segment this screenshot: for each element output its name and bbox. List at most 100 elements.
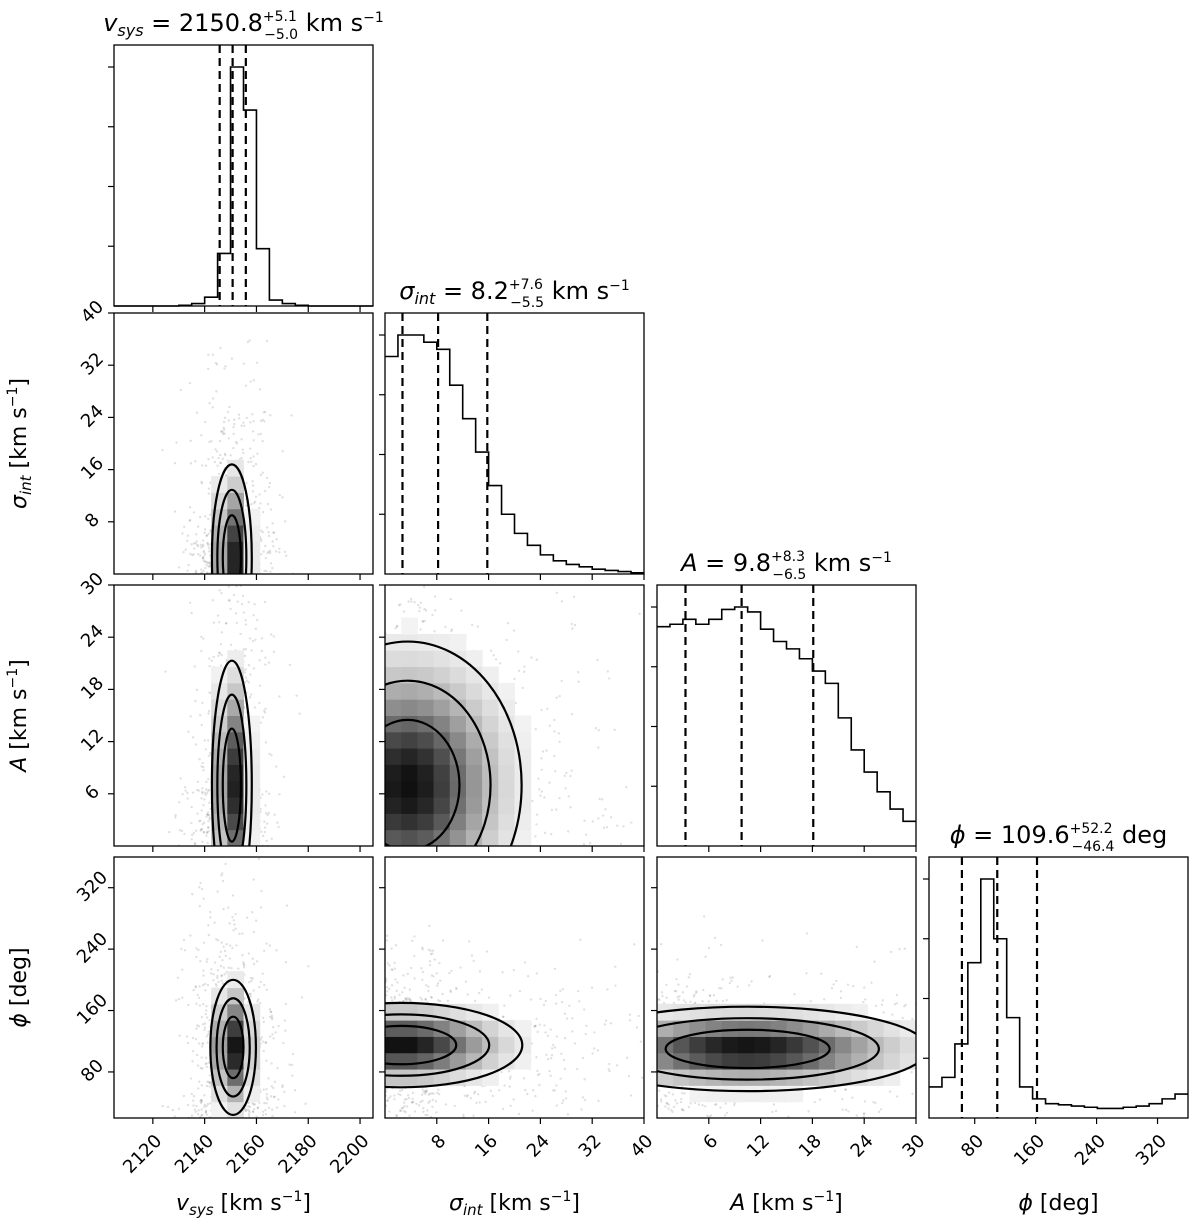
sample-point <box>462 1113 465 1116</box>
sample-point <box>275 1106 279 1109</box>
sample-point <box>247 681 250 684</box>
sample-point <box>560 600 564 603</box>
sample-point <box>658 998 661 1002</box>
sample-point <box>535 658 538 661</box>
sample-point <box>443 425 445 427</box>
sample-point <box>216 890 219 893</box>
sample-point <box>555 1084 558 1087</box>
sample-point <box>693 993 696 997</box>
density-cell <box>835 1036 852 1054</box>
sample-point <box>509 1075 512 1078</box>
sample-point <box>550 808 554 812</box>
sample-point <box>470 623 474 627</box>
sample-point <box>608 1062 611 1066</box>
sample-point <box>201 1043 204 1046</box>
sample-point <box>666 1102 669 1105</box>
sample-point <box>281 1084 284 1087</box>
sample-point <box>201 637 205 640</box>
sample-point <box>185 514 187 516</box>
sample-point <box>200 546 203 549</box>
sample-point <box>218 652 222 655</box>
sample-point <box>259 419 263 423</box>
sample-point <box>681 1092 684 1095</box>
sample-point <box>221 958 224 962</box>
sample-point <box>228 944 232 947</box>
sample-point <box>213 460 217 464</box>
sample-point <box>585 1024 588 1028</box>
sample-point <box>273 1095 276 1099</box>
density-cell <box>401 650 418 668</box>
sample-point <box>733 1103 736 1107</box>
sample-point <box>418 606 421 609</box>
sample-point <box>191 1060 194 1063</box>
sample-point <box>1115 1053 1117 1055</box>
sample-point <box>223 973 226 976</box>
sample-point <box>940 1027 942 1029</box>
sample-point <box>254 627 258 630</box>
sample-point <box>200 482 204 485</box>
sample-point <box>690 657 692 659</box>
sample-point <box>200 649 203 653</box>
density-cell <box>514 829 532 846</box>
sample-point <box>503 1084 506 1087</box>
sample-point <box>231 915 234 919</box>
sample-point <box>550 1054 554 1057</box>
density-cell <box>401 748 418 765</box>
sample-point <box>277 1024 280 1028</box>
sample-point <box>201 539 205 542</box>
sample-point <box>444 1103 448 1106</box>
sample-point <box>529 998 533 1001</box>
sample-point <box>582 842 586 846</box>
sample-point <box>564 787 567 790</box>
sample-point <box>707 946 711 950</box>
sample-point <box>205 1104 208 1108</box>
sample-point <box>213 961 217 964</box>
sample-point <box>205 534 209 537</box>
sample-point <box>267 531 270 534</box>
density-cell <box>401 617 418 635</box>
sample-point <box>238 932 241 936</box>
sample-point <box>272 1037 275 1040</box>
sample-point <box>248 637 252 640</box>
sample-point <box>983 1083 985 1085</box>
sample-point <box>207 546 211 550</box>
sample-point <box>523 961 527 964</box>
sample-point <box>266 813 269 817</box>
sample-point <box>272 531 276 534</box>
sample-point <box>553 1046 557 1049</box>
sample-point <box>518 514 520 516</box>
sample-point <box>925 972 927 974</box>
histogram-A: A = 9.8+8.3 −6.5 km s−1 <box>657 549 916 846</box>
sample-point <box>665 983 668 987</box>
sample-point <box>553 718 556 722</box>
panel-frame-1-1 <box>384 312 645 575</box>
sample-point <box>241 953 244 957</box>
sample-point <box>535 1056 538 1059</box>
sample-point <box>247 1101 250 1105</box>
sample-point <box>639 1040 643 1043</box>
sample-point <box>234 577 236 579</box>
sample-point <box>403 1109 406 1113</box>
sample-point <box>234 912 237 916</box>
sample-point <box>543 796 546 799</box>
sample-point <box>264 656 267 659</box>
sample-point <box>252 667 256 670</box>
sample-point <box>922 1045 924 1047</box>
sample-point <box>202 559 205 562</box>
sample-point <box>409 521 411 523</box>
sample-point <box>713 1103 717 1106</box>
density-cell <box>498 731 515 749</box>
sample-point <box>667 1103 670 1106</box>
sample-point <box>259 473 263 477</box>
sample-point <box>926 1070 928 1072</box>
sample-point <box>207 924 210 927</box>
sample-point <box>419 484 421 486</box>
sample-point <box>258 506 261 510</box>
sample-point <box>616 824 619 827</box>
sample-point <box>263 569 266 572</box>
sample-point <box>421 620 425 623</box>
sample-point <box>421 946 424 949</box>
sample-point <box>424 983 428 987</box>
density-cell <box>401 1069 418 1086</box>
sample-point <box>1096 1102 1098 1104</box>
